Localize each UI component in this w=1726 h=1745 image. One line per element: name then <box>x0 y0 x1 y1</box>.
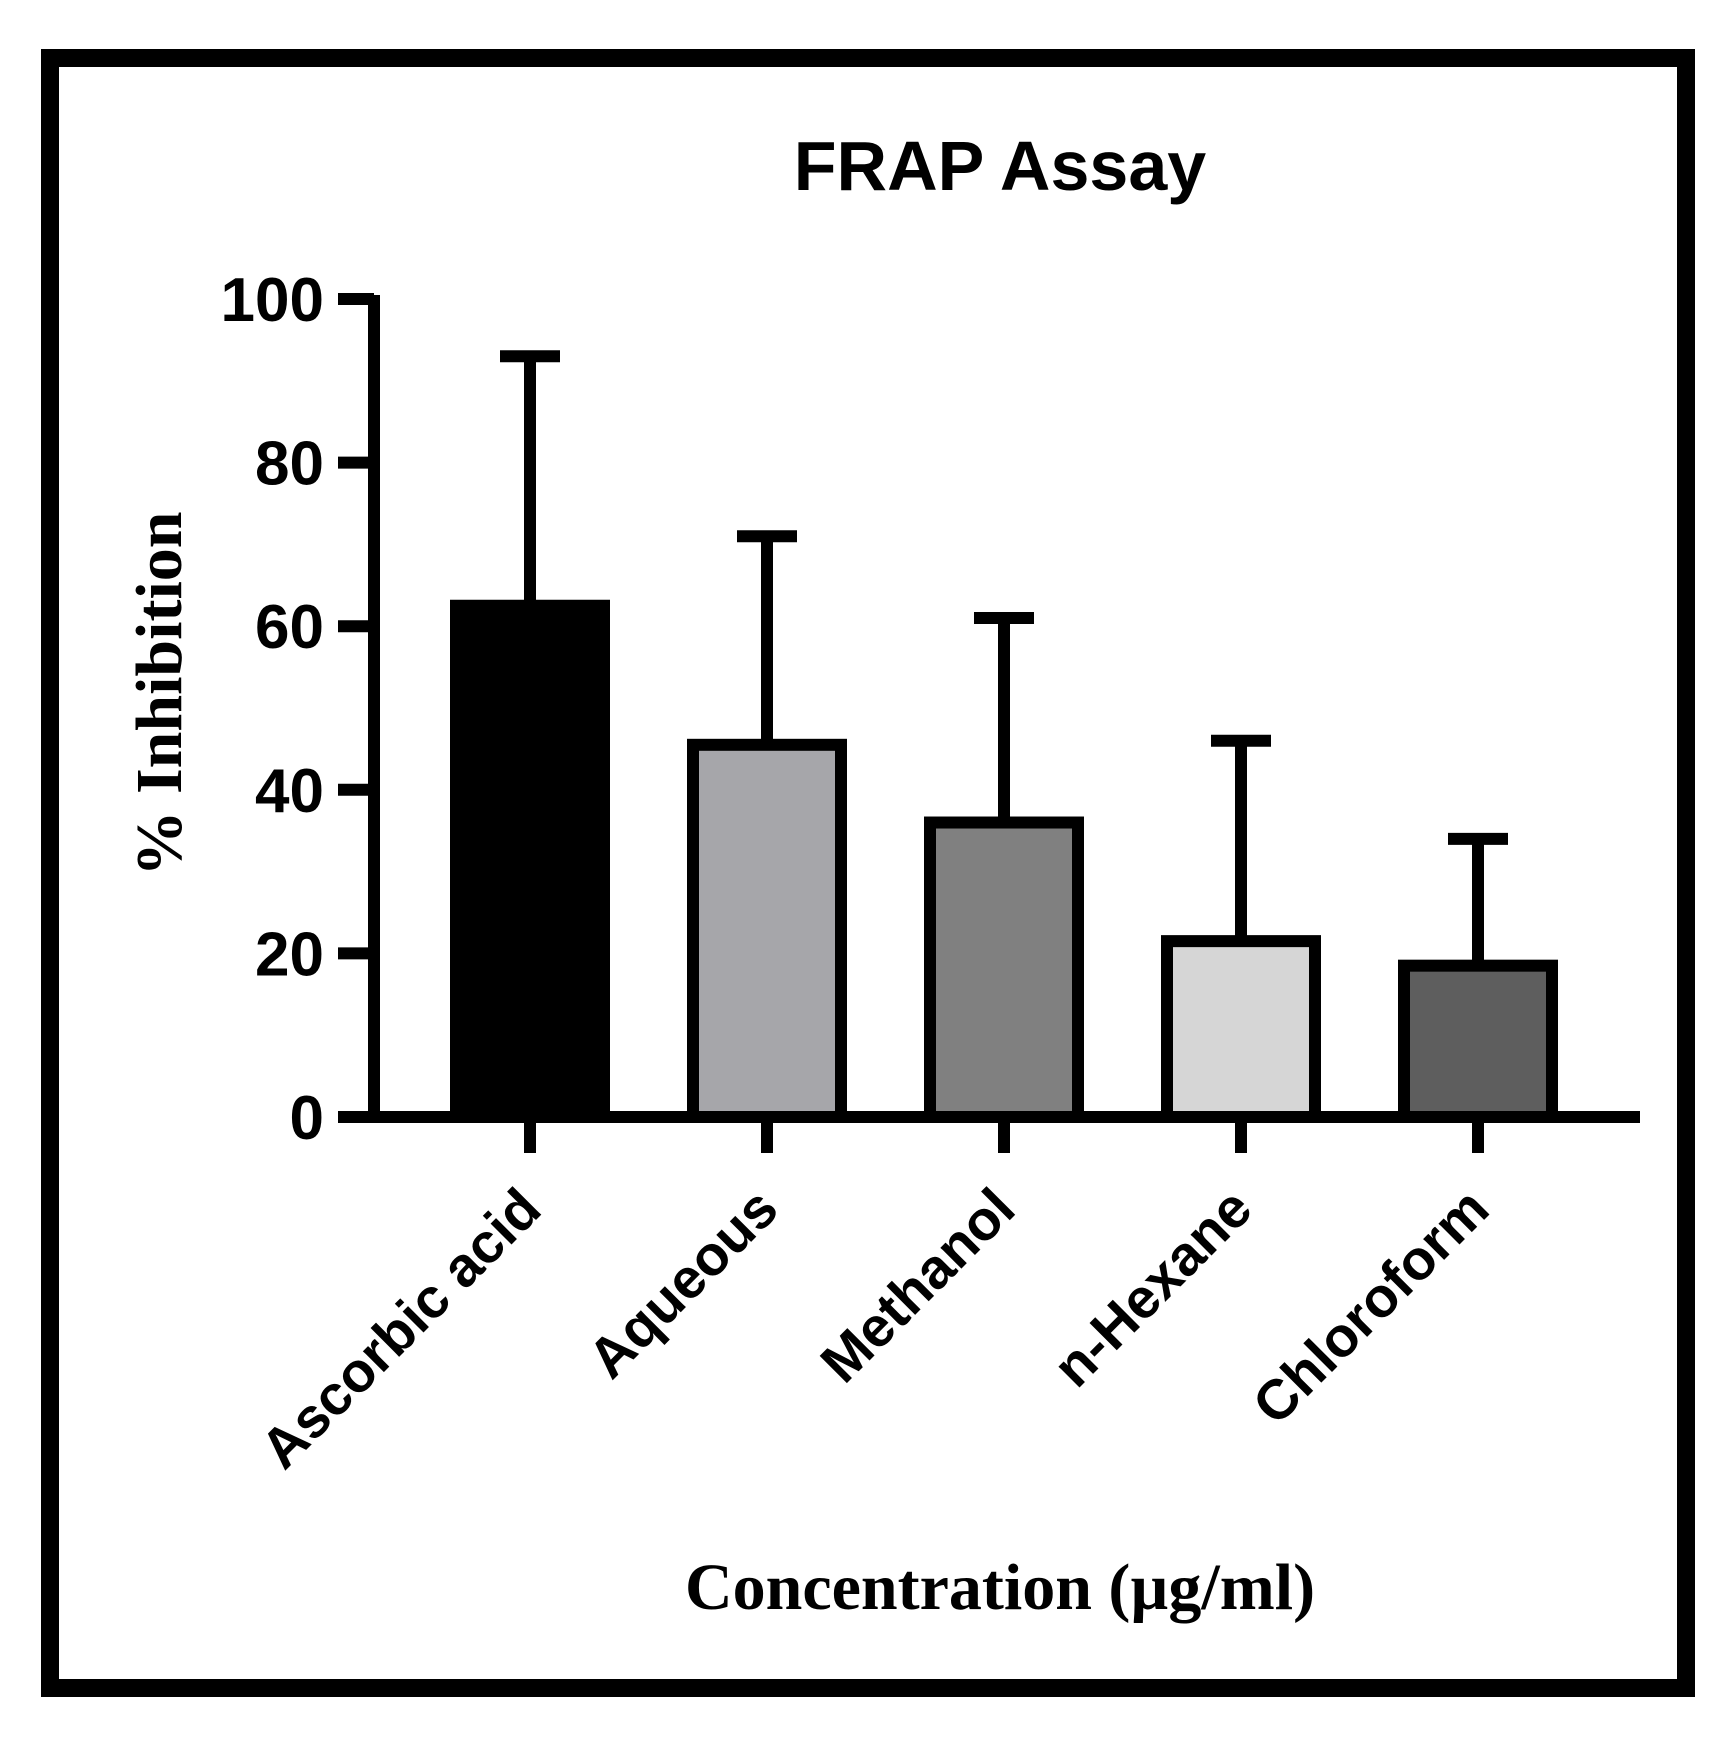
y-tick-label-80: 80 <box>255 430 324 499</box>
chart-title: FRAP Assay <box>794 127 1206 205</box>
y-tick-label-100: 100 <box>221 266 324 335</box>
y-tick-label-60: 60 <box>255 593 324 662</box>
bar-methanol <box>924 816 1084 1124</box>
figure-frame <box>41 49 1695 1697</box>
bar-ascorbic-acid <box>450 599 610 1123</box>
bar-aqueous <box>687 738 847 1123</box>
error-bars-layer <box>500 350 1508 966</box>
y-axis: 0 20 40 60 80 100 <box>221 266 380 1153</box>
y-axis-label: % Inhibition <box>123 512 196 877</box>
x-axis-label: Concentration (µg/ml) <box>685 1551 1315 1624</box>
y-tick-label-40: 40 <box>255 757 324 826</box>
bar-n-hexane <box>1161 935 1321 1123</box>
y-tick-label-0: 0 <box>290 1084 324 1153</box>
y-tick-label-20: 20 <box>255 920 324 989</box>
bar-chloroform <box>1398 959 1558 1123</box>
bars-layer <box>450 599 1558 1124</box>
